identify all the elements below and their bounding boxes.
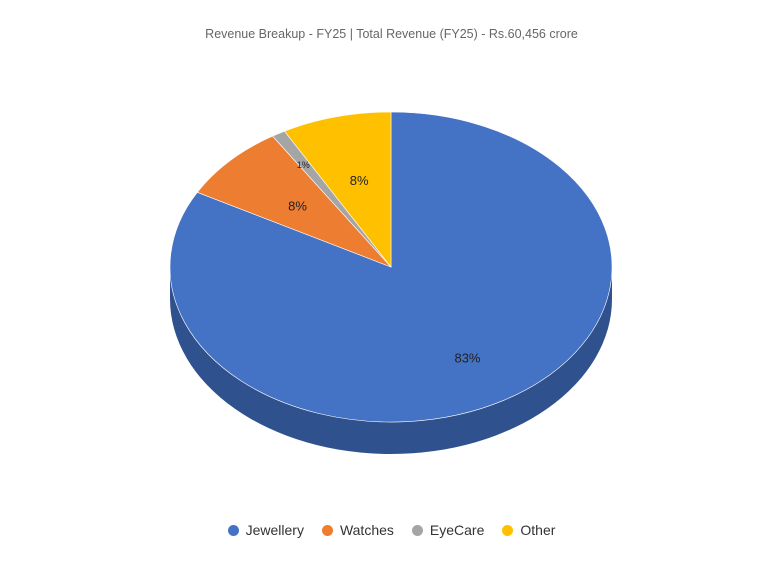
legend-marker [411, 524, 423, 536]
legend-label: Other [520, 522, 556, 538]
legend-item[interactable]: EyeCare [411, 522, 485, 538]
legend-label: Jewellery [245, 522, 304, 538]
legend-marker [502, 524, 514, 536]
legend-item[interactable]: Other [502, 522, 555, 538]
legend-marker [227, 524, 239, 536]
legend-item[interactable]: Watches [321, 522, 394, 538]
data-label: 8% [350, 173, 369, 188]
legend: Jewellery Watches EyeCare Other [0, 522, 783, 538]
pie-side [170, 267, 612, 454]
data-label: 83% [454, 351, 480, 366]
pie-slice-jewellery[interactable] [169, 111, 613, 423]
legend-label: Watches [339, 522, 394, 538]
legend-marker [321, 524, 333, 536]
data-label: 1% [297, 160, 310, 170]
legend-label: EyeCare [429, 522, 485, 538]
data-label: 8% [288, 198, 307, 213]
legend-item[interactable]: Jewellery [227, 522, 304, 538]
pie-slice-watches[interactable] [196, 135, 392, 268]
pie-slice-other[interactable] [284, 111, 392, 268]
chart-title: Revenue Breakup - FY25 | Total Revenue (… [205, 27, 578, 41]
